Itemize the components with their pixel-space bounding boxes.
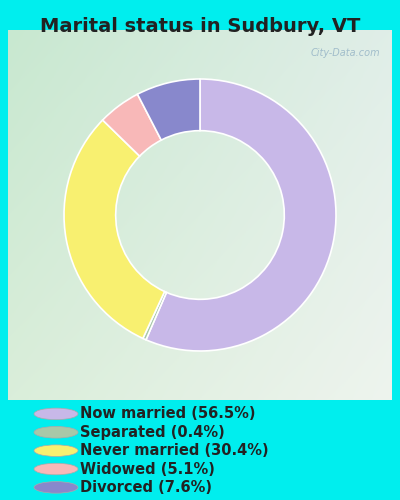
Circle shape bbox=[34, 463, 78, 475]
Circle shape bbox=[34, 482, 78, 493]
Wedge shape bbox=[64, 120, 164, 338]
Text: Marital status in Sudbury, VT: Marital status in Sudbury, VT bbox=[40, 18, 360, 36]
Text: Never married (30.4%): Never married (30.4%) bbox=[80, 443, 269, 458]
Wedge shape bbox=[138, 79, 200, 140]
Text: Divorced (7.6%): Divorced (7.6%) bbox=[80, 480, 212, 495]
Text: City-Data.com: City-Data.com bbox=[311, 48, 380, 58]
Wedge shape bbox=[103, 94, 161, 156]
Wedge shape bbox=[146, 79, 336, 351]
Circle shape bbox=[34, 408, 78, 420]
Circle shape bbox=[34, 426, 78, 438]
Wedge shape bbox=[143, 292, 166, 340]
Text: Separated (0.4%): Separated (0.4%) bbox=[80, 425, 225, 440]
Text: Now married (56.5%): Now married (56.5%) bbox=[80, 406, 256, 422]
Text: Widowed (5.1%): Widowed (5.1%) bbox=[80, 462, 215, 476]
Circle shape bbox=[34, 445, 78, 456]
